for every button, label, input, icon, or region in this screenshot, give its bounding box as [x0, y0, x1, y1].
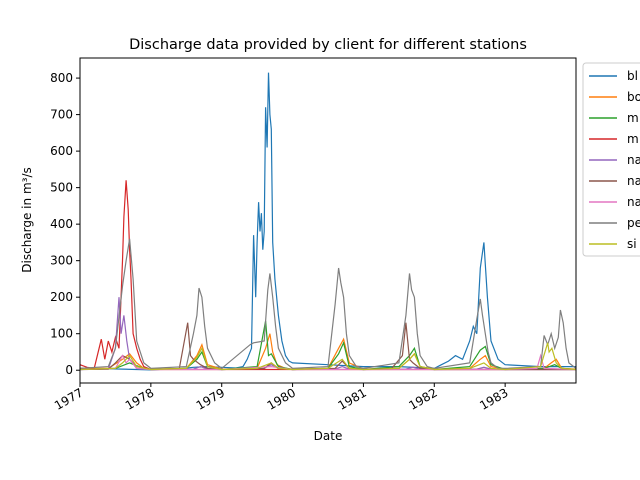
- legend-label-5: na: [627, 174, 640, 188]
- chart-title: Discharge data provided by client for di…: [129, 37, 527, 53]
- x-tick-label-5: 1982: [406, 385, 439, 412]
- y-tick-label-4: 400: [50, 217, 73, 231]
- axes-frame: [79, 57, 577, 384]
- legend-label-0: bl: [627, 69, 638, 83]
- series-line-3: [80, 180, 576, 371]
- series-line-2: [80, 320, 576, 371]
- y-axis: 0 100 200 300 400 500 600 700 800: [50, 71, 80, 377]
- x-axis-label: Date: [314, 429, 343, 443]
- legend-label-3: m: [627, 132, 639, 146]
- x-tick-label-4: 1981: [335, 385, 368, 412]
- y-tick-label-6: 600: [50, 144, 73, 158]
- y-tick-label-0: 0: [65, 363, 73, 377]
- y-tick-label-7: 700: [50, 108, 73, 122]
- legend-label-8: si: [627, 237, 637, 251]
- x-tick-label-1: 1978: [123, 385, 156, 412]
- y-axis-label: Discharge in m³/s: [20, 167, 34, 272]
- series-line-4: [80, 297, 576, 371]
- y-tick-label-8: 800: [50, 71, 73, 85]
- legend-label-7: pe: [627, 216, 640, 230]
- x-tick-label-0: 1977: [52, 385, 85, 412]
- x-tick-label-2: 1979: [194, 385, 227, 412]
- legend-label-4: na: [627, 153, 640, 167]
- series-line-7: [80, 238, 576, 370]
- y-tick-label-1: 100: [50, 327, 73, 341]
- x-tick-label-6: 1983: [477, 385, 510, 412]
- y-tick-label-5: 500: [50, 181, 73, 195]
- y-tick-label-2: 200: [50, 290, 73, 304]
- x-axis: 1977 1978 1979 1980 1981 1982 1983: [52, 383, 511, 413]
- legend: bl bo mm na na na pe si: [582, 62, 640, 257]
- x-tick-label-3: 1980: [265, 385, 298, 412]
- legend-label-1: bo: [627, 90, 640, 104]
- legend-label-6: na: [627, 195, 640, 209]
- series-line-0: [80, 72, 576, 371]
- series-line-8: [80, 342, 576, 371]
- y-tick-label-3: 300: [50, 254, 73, 268]
- plot-area: [79, 57, 577, 384]
- legend-label-2: m: [627, 111, 639, 125]
